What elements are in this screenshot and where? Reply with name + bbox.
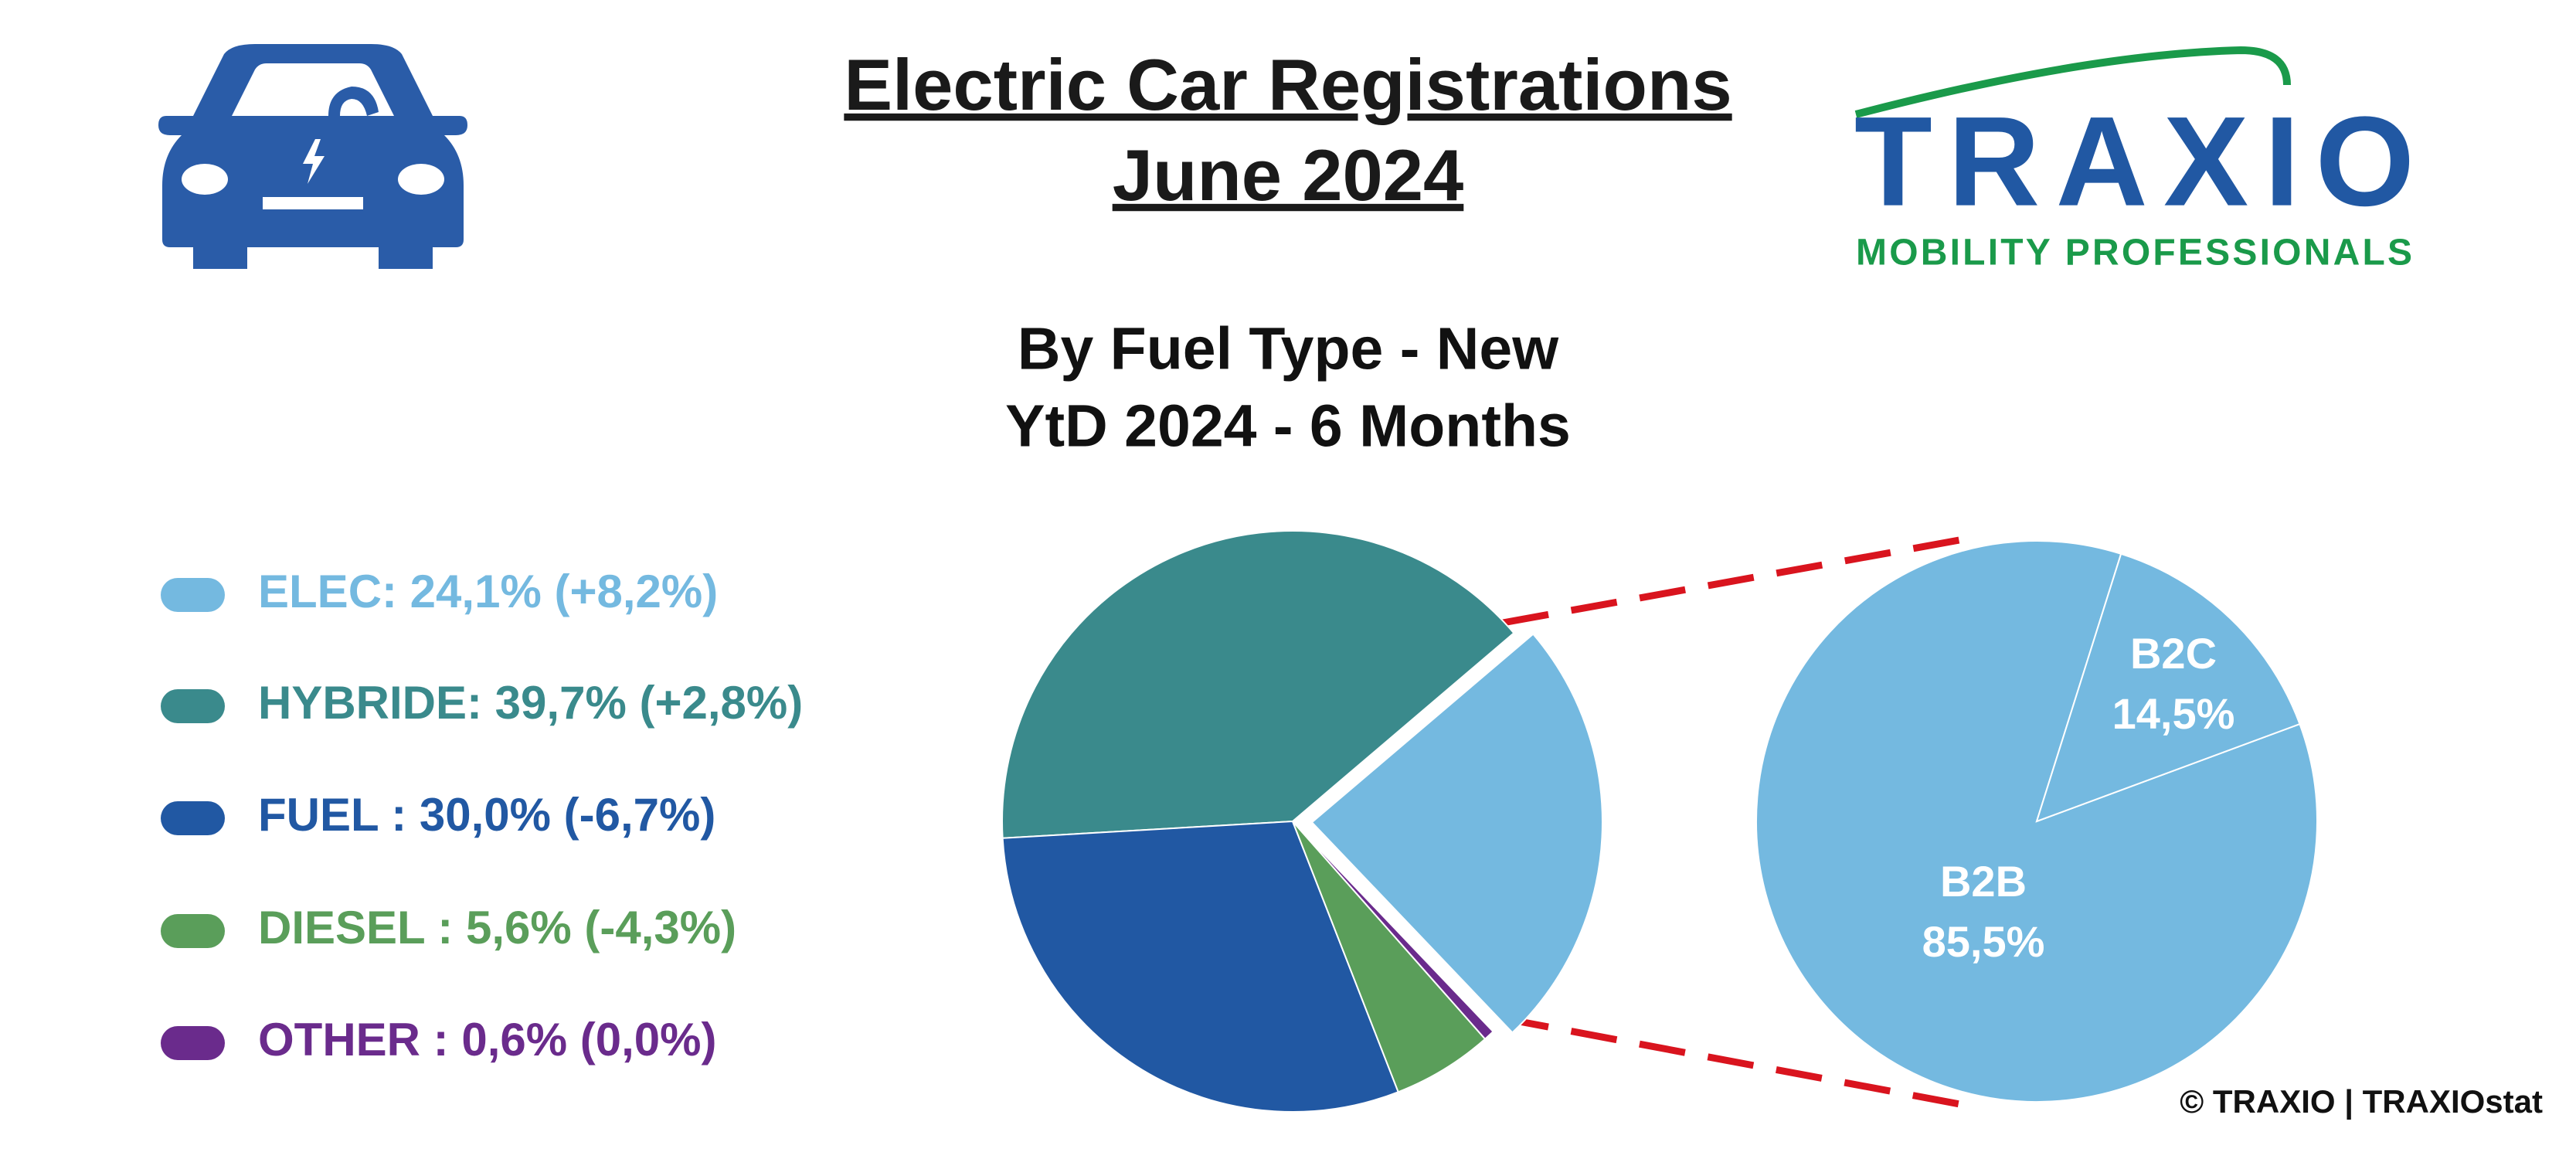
legend-marker	[161, 1026, 225, 1060]
chart-subtitle: By Fuel Type - New	[1018, 315, 1559, 382]
pie-slice	[1292, 821, 1487, 1093]
legend-label: DIESEL : 5,6% (-4,3%)	[258, 902, 736, 953]
legend-label: OTHER : 0,6% (0,0%)	[258, 1014, 716, 1066]
pie-slice	[1001, 820, 1399, 1113]
chart-subtitle: YtD 2024 - 6 Months	[1005, 393, 1571, 459]
car-icon	[158, 44, 467, 269]
footer: © TRAXIO | TRAXIOstat	[2180, 1083, 2543, 1120]
legend-marker	[161, 914, 225, 948]
pie-slice	[1001, 530, 1515, 839]
pie-slice	[1292, 821, 1494, 1041]
legend-label: ELEC: 24,1% (+8,2%)	[258, 566, 718, 617]
legend-label: HYBRIDE: 39,7% (+2,8%)	[258, 677, 803, 729]
slice-label: B2C	[2130, 629, 2217, 678]
logo-name: TRAXIO	[1854, 90, 2415, 233]
logo-swoosh	[1854, 46, 2291, 118]
connector-line	[1502, 535, 1969, 627]
title-line: June 2024	[1113, 134, 1464, 216]
legend-label: FUEL : 30,0% (-6,7%)	[258, 789, 715, 841]
legend-marker	[161, 689, 225, 723]
legend-marker	[161, 578, 225, 612]
title-line: Electric Car Registrations	[844, 44, 1731, 125]
pie-slice	[2035, 552, 2301, 823]
slice-label: B2B	[1940, 857, 2027, 906]
pie-slice	[1310, 633, 1603, 1034]
slice-value-label: 85,5%	[1922, 917, 2045, 966]
logo-tagline: MOBILITY PROFESSIONALS	[1856, 233, 2412, 274]
legend-marker	[161, 801, 225, 835]
connector-line	[1502, 1015, 1969, 1110]
slice-value-label: 14,5%	[2112, 689, 2235, 738]
